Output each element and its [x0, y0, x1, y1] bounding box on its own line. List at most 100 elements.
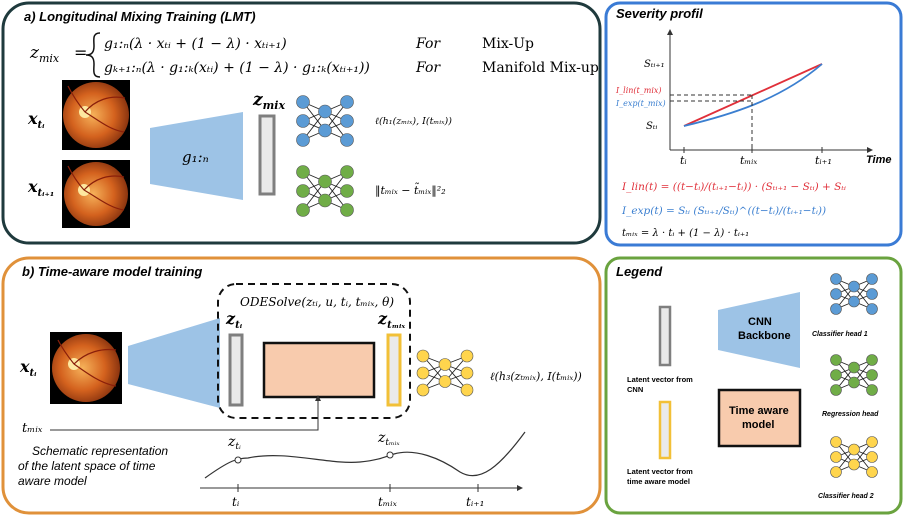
legend-classifier-head-2-node	[866, 436, 878, 448]
z-ti-label: ztᵢ	[225, 309, 243, 331]
encoder-label: g₁:ₙ	[182, 148, 209, 166]
latent-trajectory-curve	[204, 431, 526, 479]
axis-label-ti: tᵢ	[232, 495, 240, 509]
retina-image-b	[50, 332, 122, 404]
legend-classifier-head-1-node	[848, 295, 860, 308]
legend-cnn-label-2: Backbone	[738, 330, 791, 342]
curve-z-ti: ztᵢ	[227, 434, 241, 452]
legend-classifier-2-label: Classifier head 2	[818, 493, 874, 500]
time-aware-model-block	[262, 341, 376, 399]
panel-severity: Severity profil Sₜᵢ₊₁ Sₜᵢ I_lin(t_mix) I…	[604, 1, 903, 247]
legend-cnn-backbone	[718, 292, 800, 368]
axis-label-tmix: tₘᵢₓ	[378, 495, 398, 509]
legend-classifier-head-1-node	[866, 288, 878, 300]
s-ti-label: Sₜᵢ	[646, 121, 657, 132]
legend-latent-cnn-1: Latent vector from	[627, 375, 693, 384]
encoder-b	[128, 318, 220, 408]
legend-latent-time-1: Latent vector from	[627, 467, 693, 476]
legend-time-label-2: model	[742, 419, 774, 431]
eq-tmix: tₘᵢₓ = λ · tᵢ + (1 − λ) · tᵢ₊₁	[622, 228, 749, 239]
t-mix-arrow	[50, 395, 321, 431]
panel-a-title: a) Longitudinal Mixing Training (LMT)	[24, 9, 256, 24]
classifier-head-1-node	[296, 95, 310, 109]
input-x-ti: xtᵢ	[27, 109, 45, 131]
classifier-head-2-node	[460, 366, 474, 380]
legend-classifier-head-1-node	[866, 303, 878, 315]
eq-row-mixup: g₁:ₙ(λ · xₜᵢ + (1 − λ) · xₜᵢ₊₁)	[104, 36, 287, 52]
t-mix-input-label: tₘᵢₓ	[22, 421, 43, 436]
latent-z-mix	[258, 114, 276, 196]
classifier-head-2-node	[416, 383, 430, 397]
legend-regression-head-node	[830, 369, 842, 381]
eq-mixup-label: Mix-Up	[482, 36, 534, 52]
legend-classifier-head-1	[830, 273, 878, 315]
legend-latent-cnn-2: CNN	[627, 385, 643, 394]
regression-head-node	[296, 184, 310, 198]
loss-classification: ℓ(h₁(zₘᵢₓ), I(tₘᵢₓ))	[375, 116, 452, 127]
input-x-ti-b: xtᵢ	[19, 357, 37, 379]
schematic-caption-3: aware model	[18, 474, 87, 488]
regression-head-node	[296, 165, 310, 179]
classifier-head-2	[416, 349, 474, 397]
z-mix-label: zmix	[252, 90, 285, 112]
linear-interp-line	[683, 63, 823, 127]
eq-exp: I_exp(t) = Sₜᵢ (Sₜᵢ₊₁/Sₜᵢ)^((t−tᵢ)/(tᵢ₊₁…	[621, 205, 826, 217]
regression-head-node	[340, 184, 354, 198]
eq-equals: =	[74, 43, 87, 62]
legend-cnn-label-1: CNN	[748, 316, 772, 328]
legend-classifier-head-1-node	[830, 273, 842, 285]
classifier-head-1	[296, 95, 354, 147]
classifier-head-2-node	[438, 375, 452, 388]
time-axis-title: Time	[866, 154, 891, 166]
latent-z-ti	[228, 333, 244, 407]
iexp-tmix-label: I_exp(t_mix)	[615, 99, 666, 108]
panel-b: b) Time-aware model training xtᵢ ODESolv…	[1, 256, 602, 515]
classifier-head-2-node	[460, 349, 474, 363]
legend-classifier-head-2-node	[866, 466, 878, 478]
legend-latent-cnn-swatch	[658, 305, 672, 367]
legend-latent-time-2: time aware model	[627, 477, 690, 486]
legend-classifier-head-1-node	[848, 280, 860, 293]
legend-regression-head-node	[848, 376, 860, 389]
legend-regression-head-node	[830, 384, 842, 396]
regression-head-node	[318, 174, 332, 189]
tick-label-ti: tᵢ	[680, 154, 687, 167]
classifier-head-1-node	[340, 95, 354, 109]
legend-title: Legend	[616, 264, 663, 279]
panel-b-title: b) Time-aware model training	[22, 264, 202, 279]
classifier-head-1-node	[296, 114, 310, 128]
loss-regression: ‖tₘᵢₓ − t̃ₘᵢₓ‖²₂	[375, 183, 446, 198]
ode-solve-box	[217, 283, 411, 419]
legend-classifier-head-2-node	[830, 451, 842, 463]
eq-lin: I_lin(t) = ((t−tᵢ)/(tᵢ₊₁−tᵢ)) · (Sₜᵢ₊₁ −…	[621, 181, 846, 193]
axis-label-ti1: tᵢ₊₁	[466, 495, 484, 509]
regression-head-node	[318, 193, 332, 208]
panel-a: a) Longitudinal Mixing Training (LMT) zm…	[1, 1, 602, 245]
legend-regression-head-node	[830, 354, 842, 366]
legend-classifier-head-2-node	[830, 436, 842, 448]
regression-head	[296, 165, 354, 217]
classifier-head-1-node	[318, 104, 332, 119]
tick-label-tmix: tₘᵢₓ	[740, 154, 757, 167]
legend-classifier-head-2-node	[848, 458, 860, 471]
retina-image-ti1	[62, 160, 130, 228]
eq-lhs: zmix	[29, 43, 60, 65]
schematic-caption-2: of the latent space of time	[18, 459, 156, 473]
severity-title: Severity profil	[616, 6, 703, 21]
curve-z-tmix: ztₘᵢₓ	[377, 430, 400, 448]
schematic-caption-1: Schematic representation	[32, 444, 168, 458]
regression-head-node	[340, 165, 354, 179]
z-tmix-label: ztₘᵢₓ	[377, 309, 405, 331]
eq-for-1: For	[415, 36, 441, 52]
eq-brace	[85, 32, 101, 78]
point-z-ti	[234, 456, 242, 464]
legend-time-label-1: Time aware	[729, 405, 789, 417]
eq-for-2: For	[415, 60, 441, 76]
legend-time-aware-block	[717, 388, 802, 448]
legend-classifier-head-1-node	[866, 273, 878, 285]
legend-regression-head-node	[866, 384, 878, 396]
panel-legend: Legend Latent vector from CNN Latent vec…	[604, 256, 903, 515]
legend-classifier-head-2-node	[866, 451, 878, 463]
legend-classifier-head-1-node	[830, 303, 842, 315]
classifier-head-2-node	[438, 358, 452, 371]
